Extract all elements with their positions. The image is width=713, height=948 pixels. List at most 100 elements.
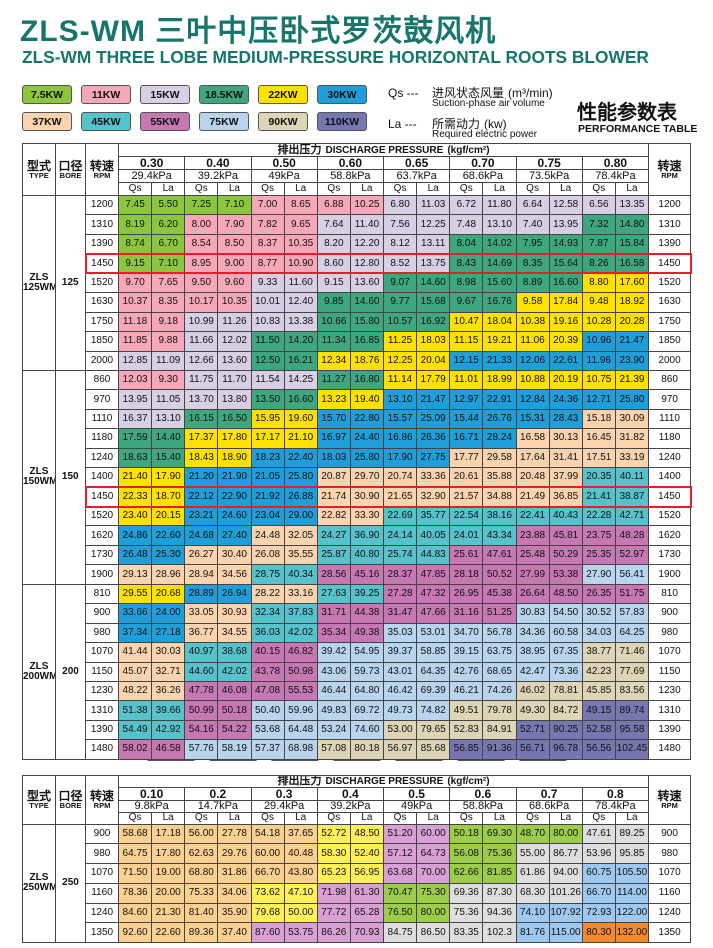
qs: 69.36 [449, 882, 484, 904]
qs-header: Qs [117, 812, 153, 825]
header-zh: 口径 [58, 789, 83, 803]
qs: 84.75 [382, 922, 418, 944]
pressure: 0.4 [316, 787, 385, 801]
la: 11.26 [217, 311, 252, 333]
la: 21.47 [614, 331, 650, 352]
la: 13.60 [349, 272, 385, 294]
la: 13.60 [217, 350, 252, 371]
la: 47.32 [416, 583, 451, 605]
qs: 17.90 [382, 447, 418, 469]
legend-item: 37KW [22, 112, 72, 131]
header-en: BORE [59, 801, 82, 810]
qs: 17.51 [581, 447, 616, 469]
la: 68.98 [283, 739, 318, 760]
la: 50.18 [217, 700, 252, 721]
la: 19.16 [548, 311, 583, 333]
qs: 9.48 [581, 292, 616, 313]
la: 64.48 [283, 719, 318, 741]
qs: 24.14 [382, 525, 418, 546]
header-en: RPM [93, 170, 111, 180]
note-zh: 所需动力 [432, 117, 481, 131]
qs: 47.08 [250, 680, 285, 702]
qs: 11.15 [449, 331, 484, 352]
qs: 35.03 [382, 622, 418, 644]
kpa: 29.4kPa [250, 800, 318, 813]
la: 6.70 [151, 233, 186, 255]
qs: 11.75 [184, 369, 219, 391]
la-header: La [349, 182, 385, 196]
la: 40.48 [283, 843, 318, 865]
qs: 7.95 [515, 233, 550, 255]
la: 43.34 [482, 525, 517, 546]
kpa: 78.4kPa [581, 169, 650, 183]
la: 45.38 [482, 583, 517, 605]
data-row: 980 37.34 27.18 36.77 34.55 36.03 42.02 35.34 49… [23, 622, 692, 644]
la: 24.36 [548, 389, 583, 410]
la: 17.60 [614, 272, 650, 294]
la: 9.60 [217, 272, 252, 294]
qs: 24.27 [316, 525, 351, 546]
rpm: 1350 [85, 922, 119, 944]
la: 81.85 [482, 863, 517, 884]
pressure: 0.70 [449, 156, 517, 170]
qs: 12.03 [117, 369, 153, 391]
la: 14.80 [614, 214, 650, 235]
la: 70.93 [349, 922, 385, 944]
qs: 56.08 [449, 843, 484, 865]
la: 32.05 [283, 525, 318, 546]
la: 40.34 [283, 564, 318, 585]
qs: 29.55 [117, 583, 153, 605]
la: 43.80 [283, 863, 318, 884]
qs: 51.38 [117, 700, 153, 721]
la: 33.30 [349, 505, 385, 527]
qs: 63.68 [382, 863, 418, 884]
la: 35.90 [217, 902, 252, 924]
pressure-unit: (kgf/cm²) [447, 776, 490, 787]
la-header: La [217, 182, 252, 196]
qs: 20.74 [382, 467, 418, 488]
header-zh: 转速 [657, 158, 682, 173]
qs: 25.87 [316, 544, 351, 566]
la: 101.26 [548, 882, 583, 904]
qs: 35.34 [316, 622, 351, 644]
table: 型式 TYPE 口径 BORE 转速 RPM 排出压力 DISCHARGE PRESSURE(… [22, 775, 692, 944]
qs: 23.88 [515, 525, 550, 546]
la: 40.80 [349, 544, 385, 566]
rpm: 1450 [648, 252, 692, 275]
kpa: 39.2kPa [316, 800, 385, 813]
qs: 11.01 [449, 369, 484, 391]
la: 122.00 [614, 902, 650, 924]
la-header: La [151, 812, 186, 825]
la: 17.18 [151, 823, 186, 845]
la: 7.10 [217, 194, 252, 216]
qs: 58.30 [316, 843, 351, 865]
la: 64.80 [349, 680, 385, 702]
rpm: 1520 [648, 505, 692, 527]
la: 14.69 [482, 252, 517, 275]
la: 61.30 [349, 882, 385, 904]
qs: 62.63 [184, 843, 219, 865]
la: 11.40 [349, 214, 385, 235]
rpm: 1070 [85, 642, 119, 663]
qs: 29.13 [117, 564, 153, 585]
la: 59.73 [349, 661, 385, 682]
kpa: 29.4kPa [117, 169, 186, 183]
qs: 16.37 [117, 408, 153, 430]
note-zh: 进风状态风量 [432, 86, 505, 100]
la: 50.29 [548, 544, 583, 566]
la: 53.38 [548, 564, 583, 585]
qs: 26.35 [581, 583, 616, 605]
header-zh: 型式 [26, 158, 51, 173]
la: 47.61 [482, 544, 517, 566]
qs: 81.40 [184, 902, 219, 924]
qs: 31.47 [382, 603, 418, 624]
header-zh: 转速 [89, 158, 114, 173]
qs: 89.36 [184, 922, 219, 944]
qs-header: Qs [184, 812, 219, 825]
la: 36.90 [349, 525, 385, 546]
la: 79.78 [482, 700, 517, 721]
rpm: 1180 [85, 428, 119, 449]
qs: 8.20 [316, 233, 351, 255]
la: 13.95 [548, 214, 583, 235]
la: 69.72 [349, 700, 385, 721]
